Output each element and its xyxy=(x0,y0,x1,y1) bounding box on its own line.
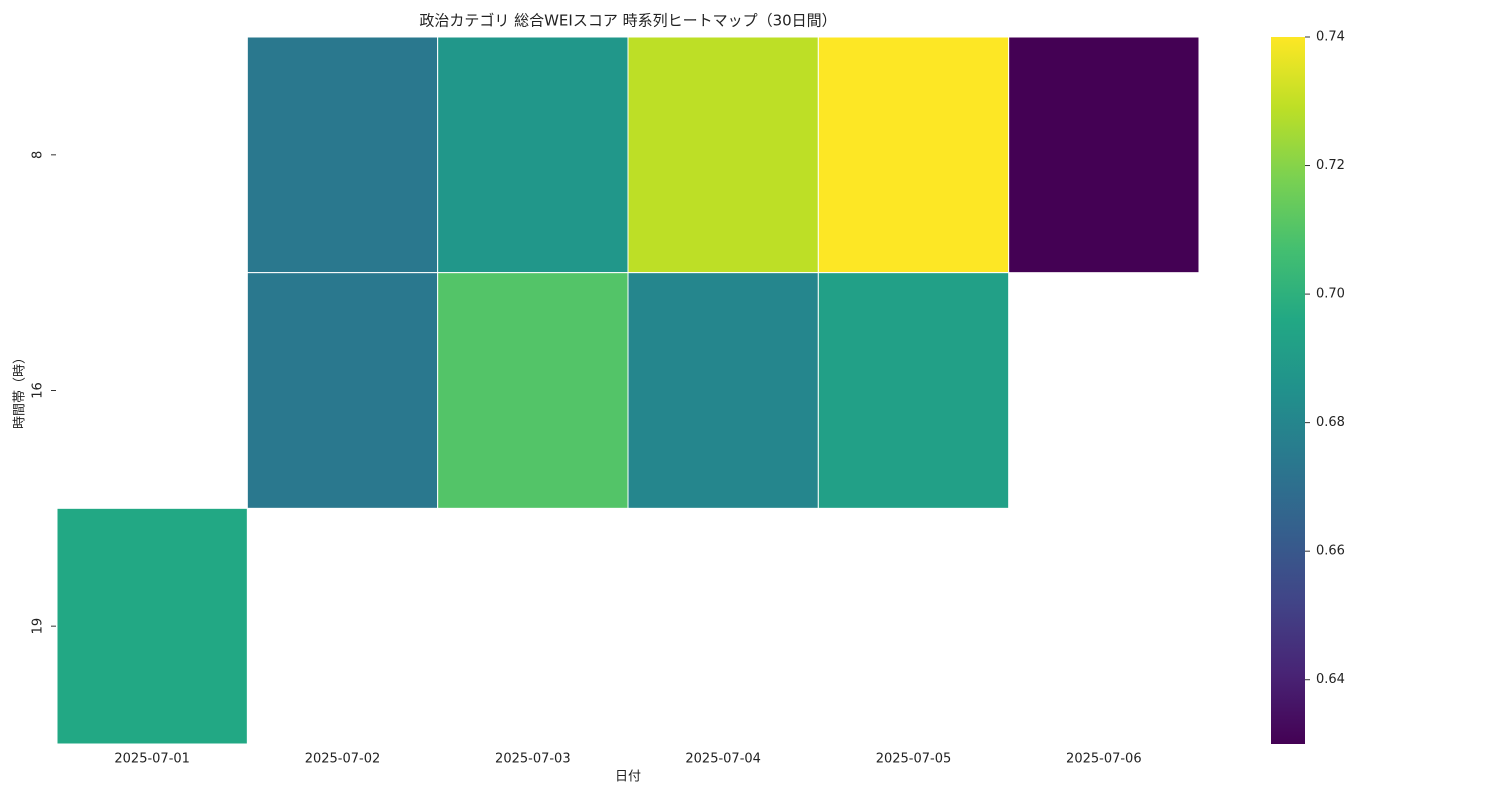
heatmap-cell xyxy=(437,36,629,274)
y-tick-label: 8 xyxy=(31,151,46,159)
colorbar-tick-label: 0.66 xyxy=(1316,544,1345,559)
x-tick-label: 2025-07-06 xyxy=(1066,752,1142,767)
heatmap-cell xyxy=(627,272,819,509)
x-tick-label: 2025-07-04 xyxy=(685,752,761,767)
heatmap-cell xyxy=(437,272,629,509)
colorbar xyxy=(1271,37,1305,744)
colorbar-tick-label: 0.72 xyxy=(1316,158,1345,173)
x-tick-label: 2025-07-05 xyxy=(876,752,952,767)
y-tick-label: 19 xyxy=(31,618,46,635)
y-axis-label: 時間帯（時） xyxy=(13,351,28,429)
x-tick-label: 2025-07-02 xyxy=(305,752,381,767)
chart-title: 政治カテゴリ 総合WEIスコア 時系列ヒートマップ（30日間） xyxy=(419,12,836,30)
colorbar-tick-label: 0.64 xyxy=(1316,672,1345,687)
x-axis-label: 日付 xyxy=(615,770,641,785)
colorbar-tick-label: 0.74 xyxy=(1316,30,1345,45)
heatmap-cell xyxy=(627,36,819,274)
x-tick-label: 2025-07-01 xyxy=(114,752,190,767)
y-tick-label: 16 xyxy=(31,382,46,399)
heatmap-cell xyxy=(817,272,1010,509)
x-tick-label: 2025-07-03 xyxy=(495,752,571,767)
colorbar-tick-label: 0.70 xyxy=(1316,287,1345,302)
heatmap-cell xyxy=(246,36,439,274)
heatmap-cell xyxy=(817,36,1010,274)
heatmap-cell xyxy=(246,272,439,509)
colorbar-tick-label: 0.68 xyxy=(1316,415,1345,430)
heatmap-cell xyxy=(56,507,248,745)
heatmap-cell xyxy=(1008,36,1200,274)
